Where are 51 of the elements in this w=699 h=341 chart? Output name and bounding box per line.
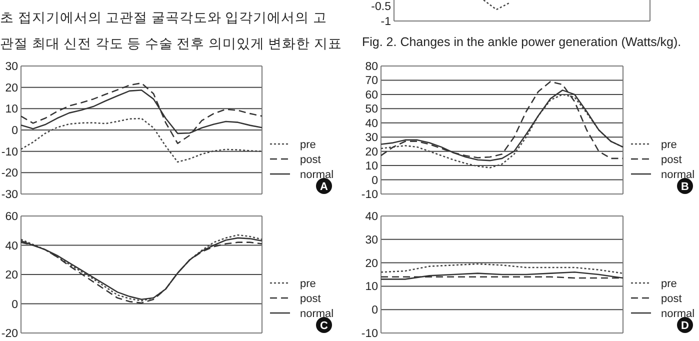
y-tick-label: -30	[1, 189, 18, 202]
legend-label: post	[661, 292, 682, 305]
text: A	[320, 180, 328, 193]
legend-label: pre	[300, 138, 316, 151]
y-tick-label: -10	[361, 189, 378, 202]
y-tick-label: 40	[365, 118, 378, 130]
caption: Fig. 2. Changes in the ankle power generation (Watts/kg).	[362, 35, 682, 49]
y-tick-label: 0	[372, 174, 378, 187]
y-tick-label: -20	[1, 328, 18, 340]
legend-label: normal	[300, 168, 334, 181]
text: D	[681, 320, 690, 332]
legend-label: normal	[300, 308, 334, 320]
legend-label: pre	[661, 138, 677, 151]
legend-label: pre	[300, 278, 316, 290]
y-tick-label: 30	[365, 234, 378, 246]
line-series	[20, 82, 263, 144]
y-tick-label: 0	[372, 304, 378, 317]
text: 관절 최대 신전 각도 등 수술 전후 의미있게 변화한 지표	[0, 36, 342, 51]
legend-label: post	[661, 154, 682, 166]
y-tick-label: 30	[5, 61, 18, 74]
y-tick-label: 10	[365, 160, 378, 173]
y-tick-label: 80	[365, 61, 378, 74]
y-tick-label: 50	[365, 104, 378, 116]
y-tick-label: 60	[5, 211, 18, 224]
y-tick-label: -1	[380, 16, 391, 28]
legend-label: pre	[661, 278, 677, 290]
y-tick-label: 0	[12, 298, 18, 311]
y-tick-label: 40	[5, 240, 18, 252]
y-tick-label: 20	[5, 270, 18, 282]
text: C	[320, 320, 328, 332]
y-tick-label: -20	[1, 168, 18, 180]
y-tick-label: 20	[365, 258, 378, 270]
y-tick-label: 40	[365, 211, 378, 224]
y-tick-label: 10	[365, 281, 378, 294]
legend-label: post	[300, 292, 321, 305]
y-tick-label: 70	[365, 75, 378, 88]
y-tick-label: -10	[1, 146, 18, 158]
legend-label: normal	[661, 168, 695, 181]
text: B	[681, 180, 690, 193]
y-tick-label: 0	[12, 125, 18, 138]
legend-label: normal	[661, 308, 695, 320]
y-tick-label: -10	[361, 328, 378, 340]
y-tick-label: -0.5	[371, 1, 391, 14]
y-tick-label: 20	[5, 82, 18, 94]
legend-label: post	[300, 154, 321, 166]
line-series	[380, 263, 624, 274]
y-tick-label: 10	[5, 104, 18, 116]
y-tick-label: 30	[365, 132, 378, 144]
text: 초 접지기에서의 고관절 굴곡각도와 입각기에서의 고	[0, 10, 327, 25]
y-tick-label: 20	[365, 146, 378, 158]
y-tick-label: 60	[365, 89, 378, 102]
